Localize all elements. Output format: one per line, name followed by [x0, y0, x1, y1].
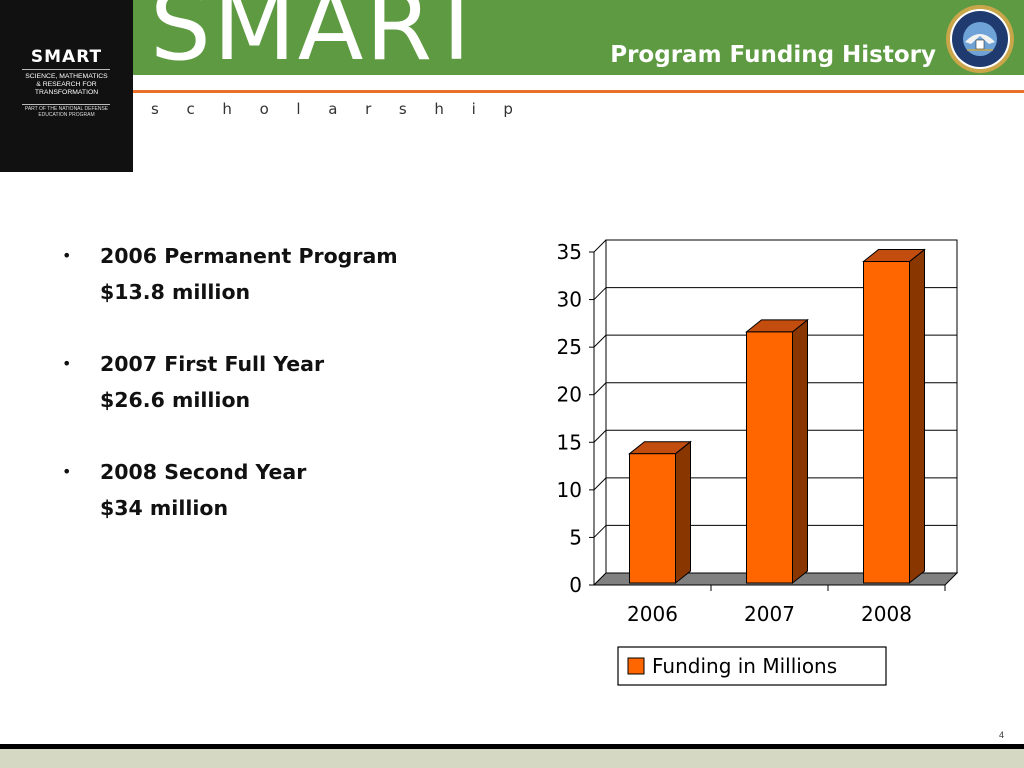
scholarship-letter: p [503, 100, 513, 118]
y-tick-label: 30 [557, 288, 582, 312]
scholarship-word: s c h o l a r s h i p [133, 100, 513, 118]
gridline-depth [593, 287, 607, 300]
gridline-depth [593, 429, 607, 443]
sidebar-brand-title: SMART [30, 47, 103, 67]
footer-band [0, 749, 1024, 768]
y-tick-label: 10 [557, 478, 582, 502]
sidebar-divider [22, 69, 110, 70]
sidebar-divider [22, 104, 110, 105]
bar [863, 261, 910, 584]
bullet-amount: $34 million [100, 496, 229, 520]
bullet-amount: $13.8 million [100, 280, 251, 304]
scholarship-letter: c [186, 100, 195, 118]
page-title: Program Funding History [610, 42, 936, 68]
x-tick-label: 2007 [744, 602, 795, 626]
sidebar-subtitle-line: SCIENCE, MATHEMATICS [25, 73, 108, 80]
scholarship-letter: h [434, 100, 444, 118]
y-tick-label: 0 [569, 573, 582, 597]
bar [629, 453, 676, 584]
scholarship-letter: h [222, 100, 232, 118]
bullet-heading: 2007 First Full Year [100, 352, 325, 376]
header-band [133, 0, 1024, 75]
smart-logo-word: SMART [150, 0, 488, 82]
legend-box [617, 646, 887, 686]
funding-bullet-list: • 2006 Permanent Program $13.8 million •… [62, 238, 482, 562]
bullet-item: • 2006 Permanent Program $13.8 million [62, 238, 482, 310]
scholarship-letter: o [259, 100, 269, 118]
sidebar-tagline-line: EDUCATION PROGRAM [38, 112, 95, 118]
bar-side [909, 248, 925, 585]
bullet-item: • 2008 Second Year $34 million [62, 454, 482, 526]
legend-swatch [627, 657, 645, 675]
bullet-heading: 2006 Permanent Program [100, 244, 398, 268]
bullet-icon: • [62, 462, 72, 481]
y-tick-label: 25 [557, 335, 582, 359]
sidebar-subtitle-line: & RESEARCH FOR [36, 81, 97, 88]
y-tick-label: 20 [557, 383, 582, 407]
header-orange-rule [133, 90, 1024, 93]
bullet-icon: • [62, 354, 72, 373]
bullet-amount: $26.6 million [100, 388, 251, 412]
y-tick-label: 15 [557, 430, 582, 454]
bullet-heading: 2008 Second Year [100, 460, 307, 484]
scholarship-letter: l [296, 100, 301, 118]
gridline-depth [593, 477, 607, 491]
scholarship-letter: s [398, 100, 407, 118]
sidebar-brand-block: SMART SCIENCE, MATHEMATICS & RESEARCH FO… [0, 0, 133, 172]
scholarship-letter: i [471, 100, 476, 118]
bullet-item: • 2007 First Full Year $26.6 million [62, 346, 482, 418]
scholarship-letter: s [151, 100, 159, 118]
sidebar-subtitle: SCIENCE, MATHEMATICS & RESEARCH FOR TRAN… [0, 73, 133, 97]
y-tick-label: 5 [569, 525, 582, 549]
bullet-icon: • [62, 246, 72, 265]
dod-seal-icon [946, 5, 1014, 73]
x-tick-label: 2008 [861, 602, 912, 626]
scholarship-letter: a [328, 100, 338, 118]
gridline-depth [593, 334, 607, 348]
bar-side [792, 318, 808, 585]
x-tick-label: 2006 [627, 602, 678, 626]
legend-label: Funding in Millions [652, 654, 837, 678]
y-tick-label: 35 [557, 240, 582, 264]
gridline-depth [593, 525, 607, 538]
funding-bar-chart: 0 5 10 15 20 25 30 35 2006 2007 2008 Funding in Mil… [557, 239, 959, 686]
bar [746, 331, 793, 584]
gridline-depth [593, 239, 607, 253]
page-number: 4 [998, 730, 1004, 740]
bar-side [675, 440, 691, 585]
scholarship-letter: r [365, 100, 372, 118]
footer-black-rule [0, 744, 1024, 749]
sidebar-tagline: PART OF THE NATIONAL DEFENSE EDUCATION P… [0, 106, 133, 118]
sidebar-tagline-line: PART OF THE NATIONAL DEFENSE [24, 106, 109, 112]
sidebar-subtitle-line: TRANSFORMATION [34, 89, 99, 96]
gridline-depth [593, 382, 607, 396]
